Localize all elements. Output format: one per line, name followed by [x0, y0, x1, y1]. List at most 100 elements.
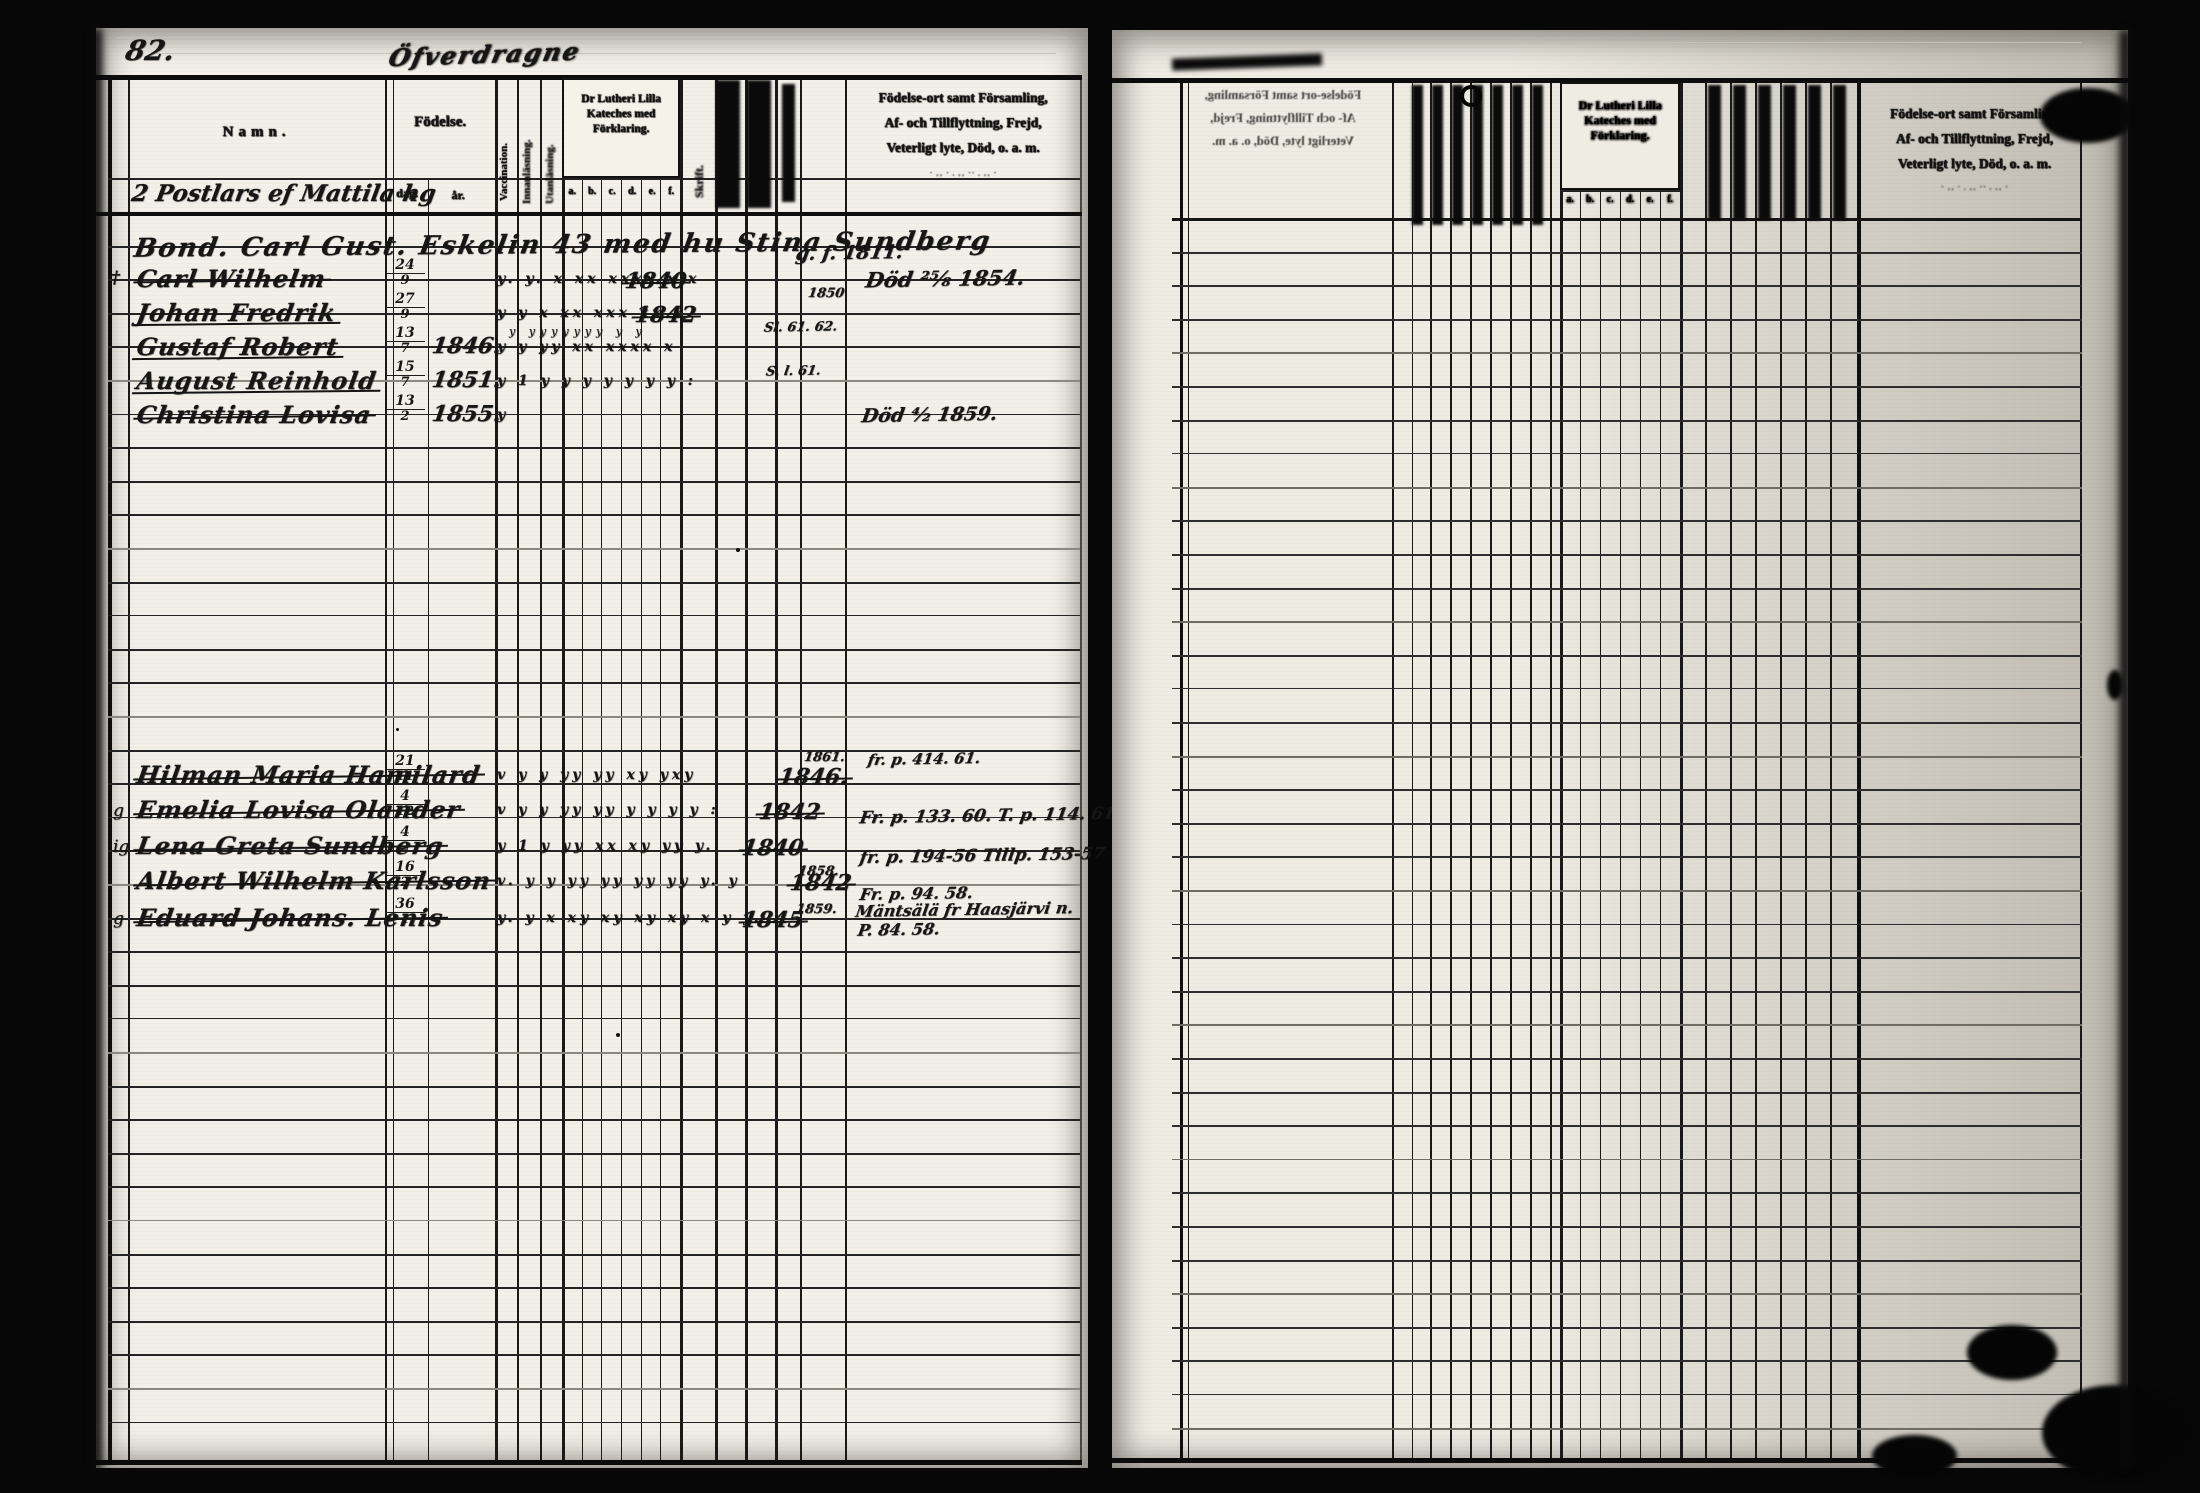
- grid-line: [108, 380, 1080, 382]
- birth-year: 1846.: [777, 764, 850, 790]
- check-marks: y 1 y yy xx xy yy y.: [497, 838, 715, 854]
- catechism-sub: c.: [1606, 194, 1614, 205]
- page-ref-note: fr. p. 414. 61.: [866, 749, 982, 769]
- grid-line: [1172, 722, 2082, 724]
- catechism-sub: c.: [608, 186, 616, 197]
- grid-line: [1805, 82, 1807, 1458]
- move-note-2: P. 84. 58.: [856, 919, 942, 940]
- birth-day-fraction: 4 12: [385, 789, 425, 819]
- ink-blob: [1872, 1435, 1957, 1477]
- birth-day-fraction: 16 2: [385, 860, 425, 890]
- ink-smudge: [1492, 85, 1503, 225]
- grid-line: [108, 1085, 1080, 1088]
- grid-line: [108, 749, 1080, 752]
- grid-line: [1172, 251, 2082, 254]
- ink-blob: [1967, 1325, 2057, 1380]
- margin-year: 1850: [806, 286, 846, 301]
- grid-line: [1172, 587, 2082, 590]
- table-row: Albert Wilhelm Karlsson 16 2 1842 v. y y …: [129, 860, 1079, 900]
- grid-line: [2080, 82, 2082, 1458]
- move-note: Mäntsälä fr Haasjärvi n.: [854, 898, 1075, 921]
- death-note: Död ²⁵⁄₈ 1854.: [863, 264, 1027, 293]
- grid-line: [108, 816, 1080, 818]
- catechism-sub: b.: [1585, 194, 1595, 205]
- ink-blob: [2040, 88, 2135, 143]
- month: 12: [395, 804, 415, 819]
- month: 9: [400, 273, 410, 288]
- grid-line: [1172, 856, 2082, 859]
- check-marks: v. y y yy yy yy yy y. y: [497, 873, 741, 889]
- day: 15: [385, 360, 425, 376]
- ink-smear: [1171, 53, 1323, 71]
- ink-smudge: [1833, 85, 1846, 220]
- birth-day-fraction: 27 9: [385, 292, 425, 322]
- grid-line: [108, 648, 1080, 651]
- notes-header-line1: Födelse-ort samt Församling,: [1889, 106, 2060, 121]
- catechism-sub: e.: [648, 186, 656, 197]
- ink-smudge: [1532, 85, 1543, 225]
- table-row: g Emelia Lovisa Olander 4 12 1842 v y y y…: [113, 789, 1079, 829]
- grid-line: [108, 984, 1080, 987]
- day: 24: [385, 258, 425, 274]
- grid-line: [1172, 1394, 2082, 1395]
- grid-line: [1172, 822, 2082, 825]
- catechism-sub: f.: [668, 186, 674, 197]
- grid-line: [108, 1152, 1080, 1155]
- column-header-reading: Innanläsning.: [521, 139, 533, 204]
- ink-ring: [1460, 85, 1482, 107]
- grid-line: [1172, 1259, 2082, 1262]
- grid-line: [1172, 1158, 2082, 1160]
- month: 2: [400, 875, 410, 890]
- household-heading: 2 Postlars ef Mattila hg: [129, 180, 439, 207]
- notes-header-smudge: · ‥ · . ‥ ·· . ‥ ·: [1940, 181, 2009, 193]
- ink-blob: [2042, 1385, 2187, 1480]
- handwritten-annotation: Öfverdragne: [386, 36, 584, 73]
- birth-day-fraction: 13 7: [385, 326, 425, 356]
- day: 21: [385, 754, 425, 770]
- grid-line: [715, 78, 718, 1460]
- grid-line: [1705, 82, 1707, 1458]
- catechism-sub: e.: [1646, 194, 1654, 205]
- birth-day-fraction: 15 7: [385, 360, 425, 390]
- grid-line: [1172, 520, 2082, 523]
- mirrored-showthrough-block: Födelse-ort samt Församling, Af- och Til…: [1174, 88, 1392, 149]
- margin-prefix: ig: [113, 837, 130, 857]
- catechism-sub: d.: [627, 186, 637, 197]
- side-note: Sl. 61. 62.: [762, 319, 839, 336]
- grid-line: [621, 178, 622, 1460]
- grid-line: [108, 1354, 1080, 1357]
- grid-line: [1550, 82, 1552, 1458]
- column-header-name: Namn.: [222, 124, 291, 140]
- page-number: 82.: [122, 34, 179, 67]
- day: 36: [385, 897, 425, 913]
- month: 2: [400, 840, 410, 855]
- grid-line: [128, 78, 130, 1460]
- grid-line: [96, 1460, 1082, 1465]
- table-row: August Reinhold 15 7 1851. y 1 y y y y y …: [129, 360, 1079, 400]
- grid-line: [1172, 218, 2082, 221]
- grid-line: [495, 78, 498, 1460]
- grid-line: [1172, 352, 2082, 355]
- left-page: 82. Öfverdragne Namn. Födelse. dag. år. …: [92, 28, 1122, 1468]
- grid-line: [562, 78, 565, 1460]
- grid-line: [108, 884, 1080, 886]
- catechism-line: Dr Lutheri Lilla: [1578, 98, 1662, 112]
- table-row: † Carl Wilhelm 24 9 1840 y. y. x xx xxxx …: [111, 258, 1079, 298]
- check-marks: v y y yy yy xy yxy: [497, 767, 697, 783]
- grid-line: [582, 178, 583, 1460]
- person-name: Christina Lovisa: [134, 400, 374, 429]
- person-name: Albert Wilhelm Karlsson: [134, 866, 494, 895]
- person-name: Gustaf Robert: [134, 332, 341, 361]
- grid-line: [1172, 1192, 2082, 1195]
- check-marks: y y yy xx xxxx x: [497, 339, 677, 355]
- grid-line: [775, 78, 778, 1460]
- column-header-reading2: Utanläsning.: [544, 144, 556, 204]
- check-marks: y: [497, 407, 510, 423]
- catechism-sub: b.: [587, 186, 597, 197]
- day: 4: [385, 789, 425, 805]
- check-marks-upper: y yyyyyyy y y: [509, 325, 647, 338]
- grid-line: [1172, 890, 2082, 892]
- birth-year: 1846.: [430, 333, 503, 359]
- table-row: Christina Lovisa 13 2 1855. y: [129, 394, 1079, 434]
